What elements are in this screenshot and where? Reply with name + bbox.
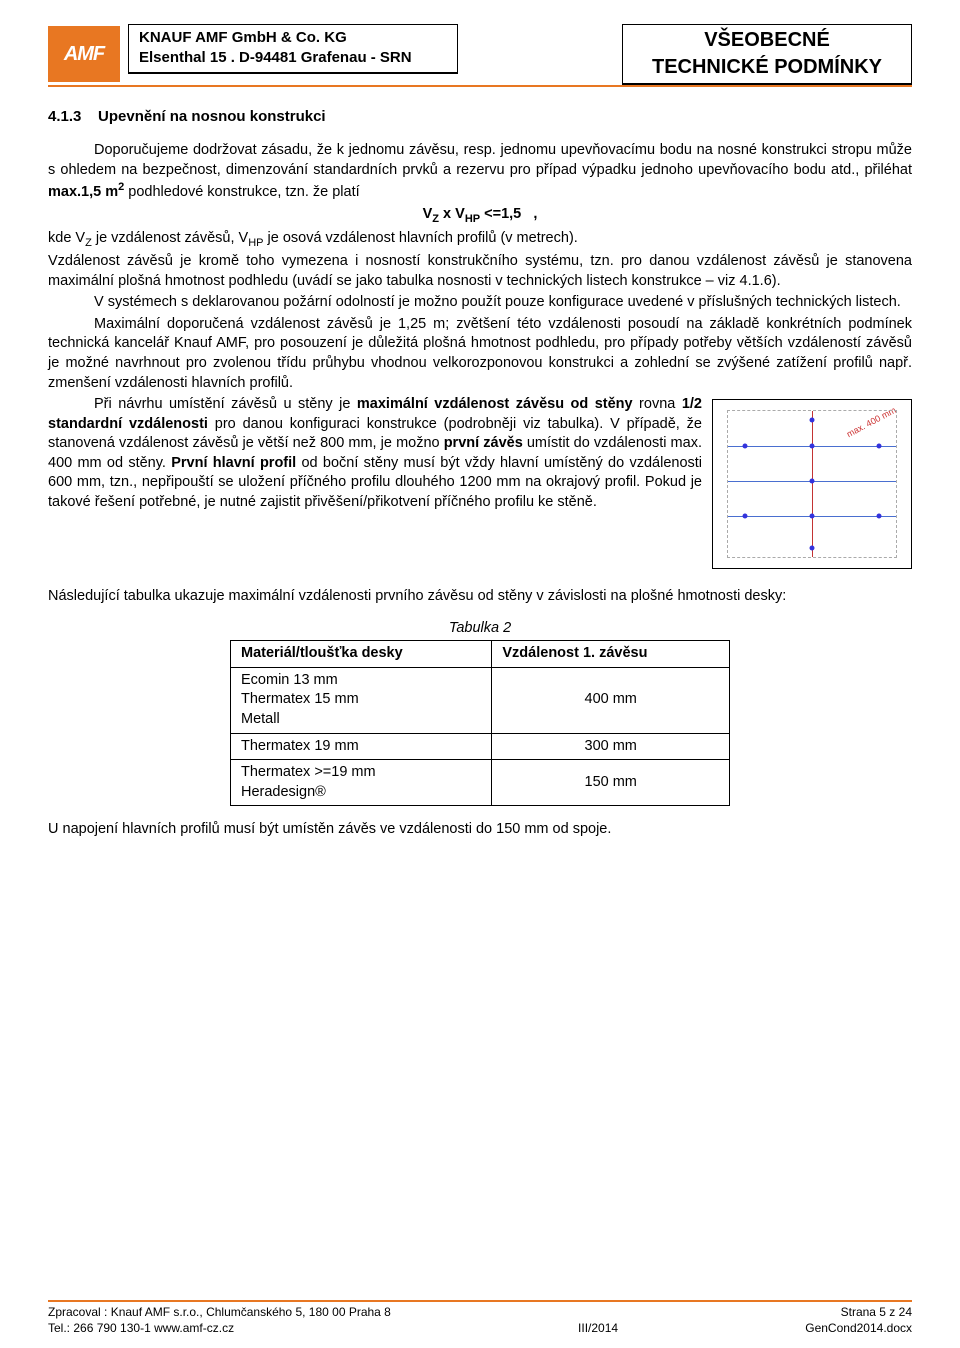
paragraph-6-wrapper: max. 400 mm Při návrhu umístění závěsů u… xyxy=(48,395,912,573)
distance-table: Materiál/tloušťka desky Vzdálenost 1. zá… xyxy=(230,640,730,806)
table-col-material: Materiál/tloušťka desky xyxy=(231,641,492,668)
company-line-2: Elsenthal 15 . D-94481 Grafenau - SRN xyxy=(139,48,447,68)
table-row: Thermatex 19 mm300 mm xyxy=(231,733,730,760)
paragraph-3: Vzdálenost závěsů je kromě toho vymezena… xyxy=(48,252,912,291)
table-row: Ecomin 13 mm Thermatex 15 mm Metall400 m… xyxy=(231,667,730,733)
header-left: AMF KNAUF AMF GmbH & Co. KG Elsenthal 15… xyxy=(48,24,458,82)
section-title: Upevnění na nosnou konstrukci xyxy=(98,108,326,125)
section-heading: 4.1.3 Upevnění na nosnou konstrukci xyxy=(48,107,912,127)
table-caption: Tabulka 2 xyxy=(48,619,912,639)
table-header-row: Materiál/tloušťka desky Vzdálenost 1. zá… xyxy=(231,641,730,668)
footer-left: Zpracoval : Knauf AMF s.r.o., Chlumčansk… xyxy=(48,1304,391,1336)
table-row: Thermatex >=19 mm Heradesign®150 mm xyxy=(231,760,730,806)
doc-title-line-2: TECHNICKÉ PODMÍNKY xyxy=(633,54,901,81)
doc-title-line-1: VŠEOBECNÉ xyxy=(633,27,901,54)
paragraph-4: V systémech s deklarovanou požární odoln… xyxy=(48,293,912,313)
paragraph-1: Doporučujeme dodržovat zásadu, že k jedn… xyxy=(48,141,912,203)
footer-right: Strana 5 z 24 GenCond2014.docx xyxy=(805,1304,912,1336)
cell-material: Ecomin 13 mm Thermatex 15 mm Metall xyxy=(231,667,492,733)
figure-grid xyxy=(727,410,897,558)
company-line-1: KNAUF AMF GmbH & Co. KG xyxy=(139,28,447,48)
footer-page: Strana 5 z 24 xyxy=(805,1304,912,1320)
cell-distance: 150 mm xyxy=(492,760,730,806)
company-block: KNAUF AMF GmbH & Co. KG Elsenthal 15 . D… xyxy=(128,24,458,74)
section-number: 4.1.3 xyxy=(48,108,81,125)
amf-logo-text: AMF xyxy=(64,41,104,68)
footer-company: Zpracoval : Knauf AMF s.r.o., Chlumčansk… xyxy=(48,1304,391,1320)
amf-logo: AMF xyxy=(48,26,120,82)
cell-material: Thermatex >=19 mm Heradesign® xyxy=(231,760,492,806)
cell-distance: 300 mm xyxy=(492,733,730,760)
footer-mid: III/2014 xyxy=(391,1304,805,1336)
page-footer: Zpracoval : Knauf AMF s.r.o., Chlumčansk… xyxy=(48,1300,912,1336)
cell-distance: 400 mm xyxy=(492,667,730,733)
cell-material: Thermatex 19 mm xyxy=(231,733,492,760)
footer-date: III/2014 xyxy=(391,1320,805,1336)
footer-file: GenCond2014.docx xyxy=(805,1320,912,1336)
table-col-distance: Vzdálenost 1. závěsu xyxy=(492,641,730,668)
paragraph-2: kde VZ je vzdálenost závěsů, VHP je osov… xyxy=(48,229,912,251)
content: 4.1.3 Upevnění na nosnou konstrukci Dopo… xyxy=(48,101,912,1300)
paragraph-8: U napojení hlavních profilů musí být umí… xyxy=(48,820,912,840)
paragraph-7: Následující tabulka ukazuje maximální vz… xyxy=(48,587,912,607)
page-header: AMF KNAUF AMF GmbH & Co. KG Elsenthal 15… xyxy=(48,24,912,87)
footer-contact: Tel.: 266 790 130-1 www.amf-cz.cz xyxy=(48,1320,391,1336)
formula: VZ x VHP <=1,5 , xyxy=(48,205,912,227)
paragraph-5: Maximální doporučená vzdálenost závěsů j… xyxy=(48,315,912,393)
hanger-layout-figure: max. 400 mm xyxy=(712,399,912,569)
doc-title-block: VŠEOBECNÉ TECHNICKÉ PODMÍNKY xyxy=(622,24,912,85)
